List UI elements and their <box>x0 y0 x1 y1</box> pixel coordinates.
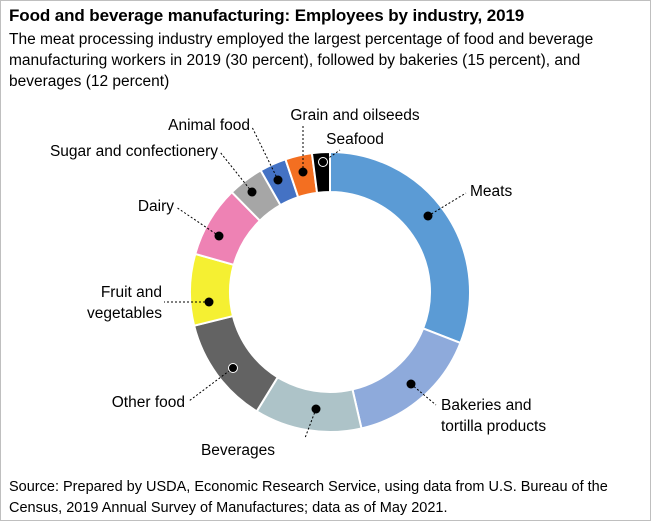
leader-line-dairy <box>175 206 220 237</box>
leader-line-sugar-and-confectionery <box>219 151 253 193</box>
slice-label-meats: Meats <box>470 183 512 200</box>
slice-label-seafood: Seafood <box>326 131 384 148</box>
chart-title: Food and beverage manufacturing: Employe… <box>9 6 525 25</box>
slice-other-food <box>192 314 280 413</box>
slice-label-animal-food: Animal food <box>168 117 250 134</box>
chart-subtitle: The meat processing industry employed th… <box>9 31 594 90</box>
label-dot-sugar-and-confectionery <box>247 187 257 197</box>
slice-label-fruit-and-vegetables: Fruit and vegetables <box>87 284 162 322</box>
slice-label-beverages: Beverages <box>201 442 275 459</box>
label-dot-grain-and-oilseeds <box>298 167 308 177</box>
slice-labels: Meats Bakeries and tortilla products Bevera… <box>50 107 546 459</box>
leader-line-animal-food <box>251 126 279 181</box>
slice-label-sugar-and-confectionery: Sugar and confectionery <box>50 143 218 160</box>
leader-line-bakeries-and-tortilla-products <box>410 383 437 406</box>
slice-label-bakeries-and-tortilla-products: Bakeries and tortilla products <box>441 397 546 435</box>
slice-label-dairy: Dairy <box>138 198 174 215</box>
label-dot-meats <box>423 211 433 221</box>
slice-label-grain-and-oilseeds: Grain and oilseeds <box>290 107 419 124</box>
slice-meats <box>329 150 471 345</box>
donut-segments <box>189 150 471 433</box>
label-dot-fruit-and-vegetables <box>204 297 214 307</box>
label-dot-other-food <box>228 363 238 373</box>
label-dot-bakeries-and-tortilla-products <box>406 379 416 389</box>
label-dot-dairy <box>214 231 224 241</box>
leader-line-meats <box>427 192 467 217</box>
slice-fruit-and-vegetables <box>189 252 235 327</box>
leader-line-beverages <box>304 408 317 439</box>
label-dot-seafood <box>318 157 328 167</box>
source-note: Source: Prepared by USDA, Economic Resea… <box>9 479 608 516</box>
slice-label-other-food: Other food <box>112 394 185 411</box>
label-dot-beverages <box>311 404 321 414</box>
leader-line-seafood <box>322 149 341 163</box>
leader-line-other-food <box>188 367 234 402</box>
label-dot-animal-food <box>273 175 283 185</box>
